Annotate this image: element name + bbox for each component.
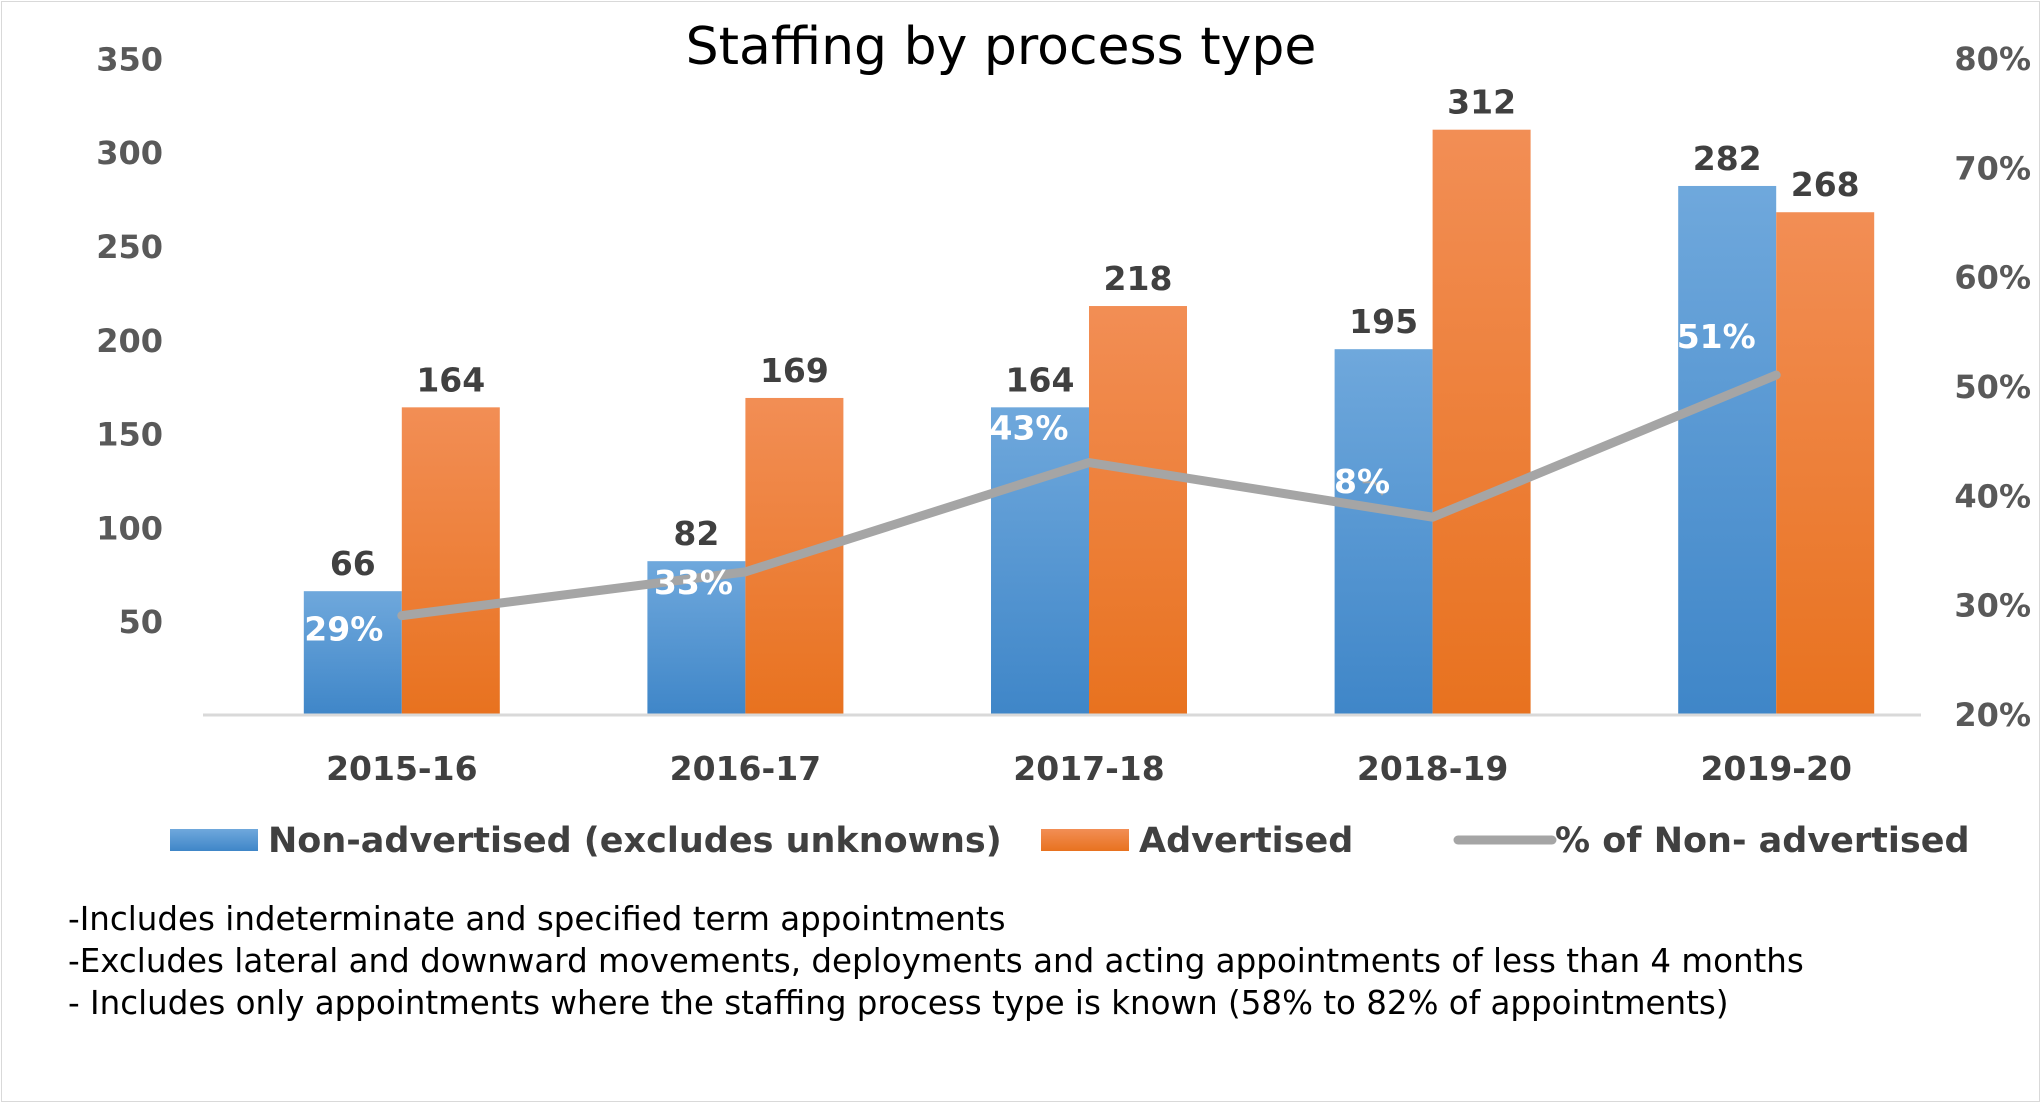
bar-data-label: 82: [673, 514, 719, 553]
bar-data-label: 218: [1104, 259, 1173, 298]
pct-data-label: 29%: [304, 610, 383, 649]
footnotes: -Includes indeterminate and specified te…: [68, 898, 2008, 1024]
bar-data-label: 268: [1791, 165, 1860, 204]
bar-advertised: [1432, 129, 1531, 716]
y-tick-label: 150: [96, 416, 163, 454]
legend-swatch-advertised: [1041, 829, 1129, 851]
pct-data-label: 43%: [990, 409, 1069, 448]
bar-non-advertised: [303, 591, 402, 715]
bar-advertised: [1089, 306, 1187, 715]
y-tick-label: 200: [96, 322, 163, 360]
bar-data-label: 66: [330, 544, 376, 583]
left-axis: 50 100 150 200 250 300 350: [96, 40, 163, 641]
x-tick-label: 2017-18: [1013, 749, 1164, 788]
right-axis: 20% 30% 40% 50% 60% 70% 80%: [1954, 40, 2031, 734]
y2-tick-label: 70%: [1954, 149, 2031, 187]
legend-label-non-advertised: Non-advertised (excludes unknowns): [268, 821, 1002, 861]
bar-advertised: [401, 407, 500, 715]
line-series: 29% 33% 43% 38% 51%: [304, 317, 1781, 649]
bar-non-advertised: [1678, 185, 1777, 715]
y-tick-label: 50: [118, 603, 163, 641]
chart-title: Staffing by process type: [686, 17, 1317, 77]
bar-non-advertised: [991, 407, 1089, 715]
bar-series: 66 82 164 195 282 164 169 218 312 268: [303, 83, 1875, 716]
y-tick-label: 250: [96, 228, 163, 266]
bar-data-label: 282: [1693, 139, 1762, 178]
pct-data-label: 51%: [1677, 317, 1756, 356]
x-tick-label: 2016-17: [670, 749, 821, 788]
footnote: -Includes indeterminate and specified te…: [68, 900, 1006, 938]
y2-tick-label: 60%: [1954, 259, 2031, 297]
bar-data-label: 195: [1349, 302, 1418, 341]
bar-data-label: 169: [760, 351, 829, 390]
bar-advertised: [1776, 212, 1875, 715]
y2-tick-label: 80%: [1954, 40, 2031, 78]
bar-data-label: 164: [1006, 360, 1075, 399]
x-tick-label: 2018-19: [1357, 749, 1508, 788]
bar-data-label: 312: [1447, 83, 1516, 122]
y-tick-label: 350: [96, 40, 163, 78]
y2-tick-label: 20%: [1954, 696, 2031, 734]
pct-line: [397, 370, 1781, 621]
legend-label-pct: % of Non- advertised: [1555, 821, 1970, 861]
y-tick-label: 100: [96, 509, 163, 547]
y2-tick-label: 50%: [1954, 368, 2031, 406]
y2-tick-label: 30%: [1954, 587, 2031, 625]
x-tick-label: 2015-16: [326, 749, 477, 788]
bar-non-advertised: [647, 561, 746, 715]
bar-non-advertised: [1334, 349, 1433, 715]
y-tick-label: 300: [96, 134, 163, 172]
bar-data-label: 164: [416, 360, 485, 399]
y2-tick-label: 40%: [1954, 477, 2031, 515]
category-labels: 2015-16 2016-17 2017-18 2018-19 2019-20: [326, 749, 1852, 788]
footnote: - Includes only appointments where the s…: [68, 984, 1729, 1022]
pct-data-label: 33%: [654, 563, 733, 602]
legend: Non-advertised (excludes unknowns) Advert…: [170, 821, 1970, 861]
legend-swatch-non-advertised: [170, 829, 258, 851]
x-tick-label: 2019-20: [1700, 749, 1851, 788]
legend-label-advertised: Advertised: [1139, 821, 1353, 861]
pct-data-label: 38%: [1311, 462, 1390, 501]
pct-leader-line: [1362, 481, 1384, 496]
footnote: -Excludes lateral and downward movements…: [68, 942, 1804, 980]
